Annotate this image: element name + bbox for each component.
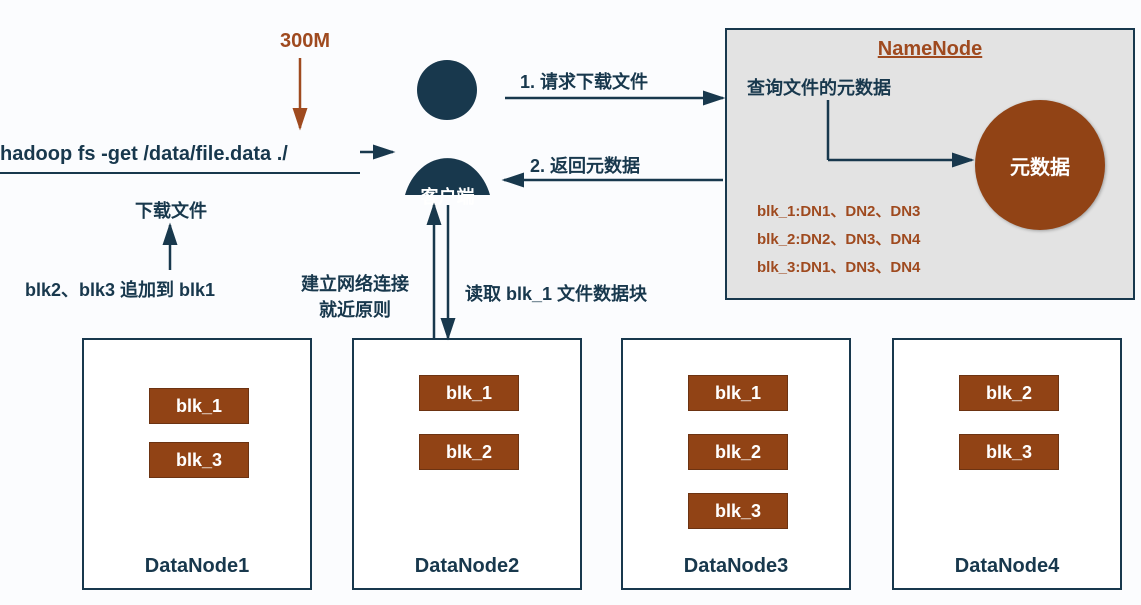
label-request-download: 1. 请求下载文件 [520,68,648,94]
metadata-circle: 元数据 [975,100,1105,230]
namenode-query-label: 查询文件的元数据 [747,74,891,100]
label-establish-conn-2: 就近原则 [290,296,420,322]
client-label: 客户端 [395,183,500,209]
meta-line-1: blk_2:DN2、DN3、DN4 [757,228,920,249]
dn4-blk-1: blk_3 [959,434,1059,470]
dn1-title: DataNode1 [84,555,310,578]
namenode-title: NameNode [727,38,1133,61]
label-establish-conn-1: 建立网络连接 [290,270,420,296]
datanode-1: blk_1 blk_3 DataNode1 [82,338,312,590]
dn3-blk-1: blk_2 [688,434,788,470]
dn4-blk-0: blk_2 [959,375,1059,411]
dn4-title: DataNode4 [894,555,1120,578]
label-read-block: 读取 blk_1 文件数据块 [465,280,647,306]
dn2-title: DataNode2 [354,555,580,578]
command-text: hadoop fs -get /data/file.data ./ [0,138,360,174]
datanode-4: blk_2 blk_3 DataNode4 [892,338,1122,590]
datanode-2: blk_1 blk_2 DataNode2 [352,338,582,590]
label-return-metadata: 2. 返回元数据 [530,152,640,178]
dn2-blk-0: blk_1 [419,375,519,411]
dn1-blk-1: blk_3 [149,442,249,478]
dn3-title: DataNode3 [623,555,849,578]
label-append-blocks: blk2、blk3 追加到 blk1 [25,276,215,302]
dn3-blk-0: blk_1 [688,375,788,411]
meta-line-2: blk_3:DN1、DN3、DN4 [757,256,920,277]
meta-line-0: blk_1:DN1、DN2、DN3 [757,200,920,221]
datanode-3: blk_1 blk_2 blk_3 DataNode3 [621,338,851,590]
filesize-label: 300M [280,30,330,53]
dn3-blk-2: blk_3 [688,493,788,529]
label-download-file: 下载文件 [135,197,207,223]
dn1-blk-0: blk_1 [149,388,249,424]
client-icon: 客户端 [395,55,500,200]
dn2-blk-1: blk_2 [419,434,519,470]
